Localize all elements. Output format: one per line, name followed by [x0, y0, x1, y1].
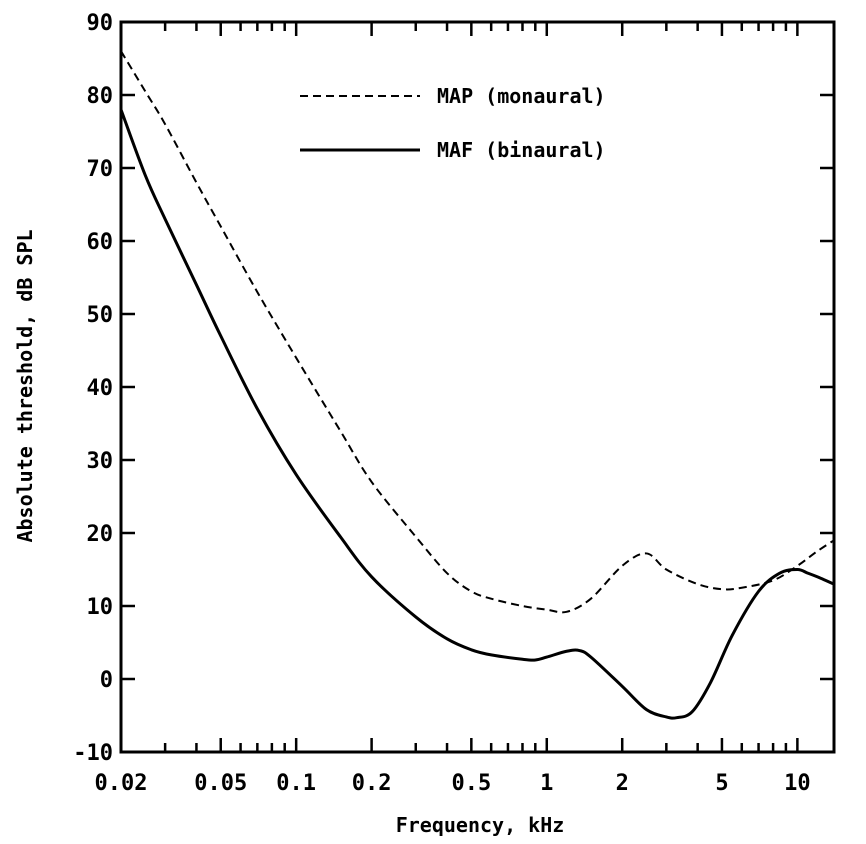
x-tick-label: 1	[540, 771, 553, 796]
plot-frame	[119, 20, 836, 754]
series-layer	[119, 50, 835, 720]
x-tick-label: 0.05	[194, 771, 247, 796]
y-axis-title: Absolute threshold, dB SPL	[13, 229, 37, 542]
series-line-maf	[119, 109, 835, 720]
legend-label-map: MAP (monaural)	[437, 84, 606, 108]
x-tick-label: 0.5	[451, 771, 491, 796]
y-tick-label: 40	[87, 376, 114, 401]
y-tick-label: 70	[87, 157, 114, 182]
x-axis-title: Frequency, kHz	[396, 813, 565, 837]
y-tick-label: 0	[100, 668, 113, 693]
x-tick-label: 0.02	[95, 771, 148, 796]
y-axis-ticks: -10 0 10 20 30 40 50 60 70 80 90	[73, 11, 834, 766]
x-tick-label: 10	[784, 771, 811, 796]
legend-label-maf: MAF (binaural)	[437, 138, 606, 162]
x-axis-ticks: 0.02 0.05 0.1 0.2 0.5 1 2 5 10	[95, 22, 811, 796]
x-tick-label: 5	[715, 771, 728, 796]
series-line-map	[120, 50, 835, 614]
y-tick-label: 60	[87, 230, 114, 255]
y-tick-label: 90	[87, 11, 114, 36]
y-tick-label: 10	[87, 595, 114, 620]
x-tick-label: 2	[616, 771, 629, 796]
y-tick-label: 30	[87, 449, 114, 474]
x-tick-label: 0.2	[352, 771, 392, 796]
x-tick-label: 0.1	[276, 771, 316, 796]
legend: MAP (monaural) MAF (binaural)	[300, 84, 606, 162]
y-tick-label: 80	[87, 84, 114, 109]
y-tick-label: 50	[87, 303, 114, 328]
y-tick-label: 20	[87, 522, 114, 547]
y-tick-label: -10	[73, 741, 113, 766]
